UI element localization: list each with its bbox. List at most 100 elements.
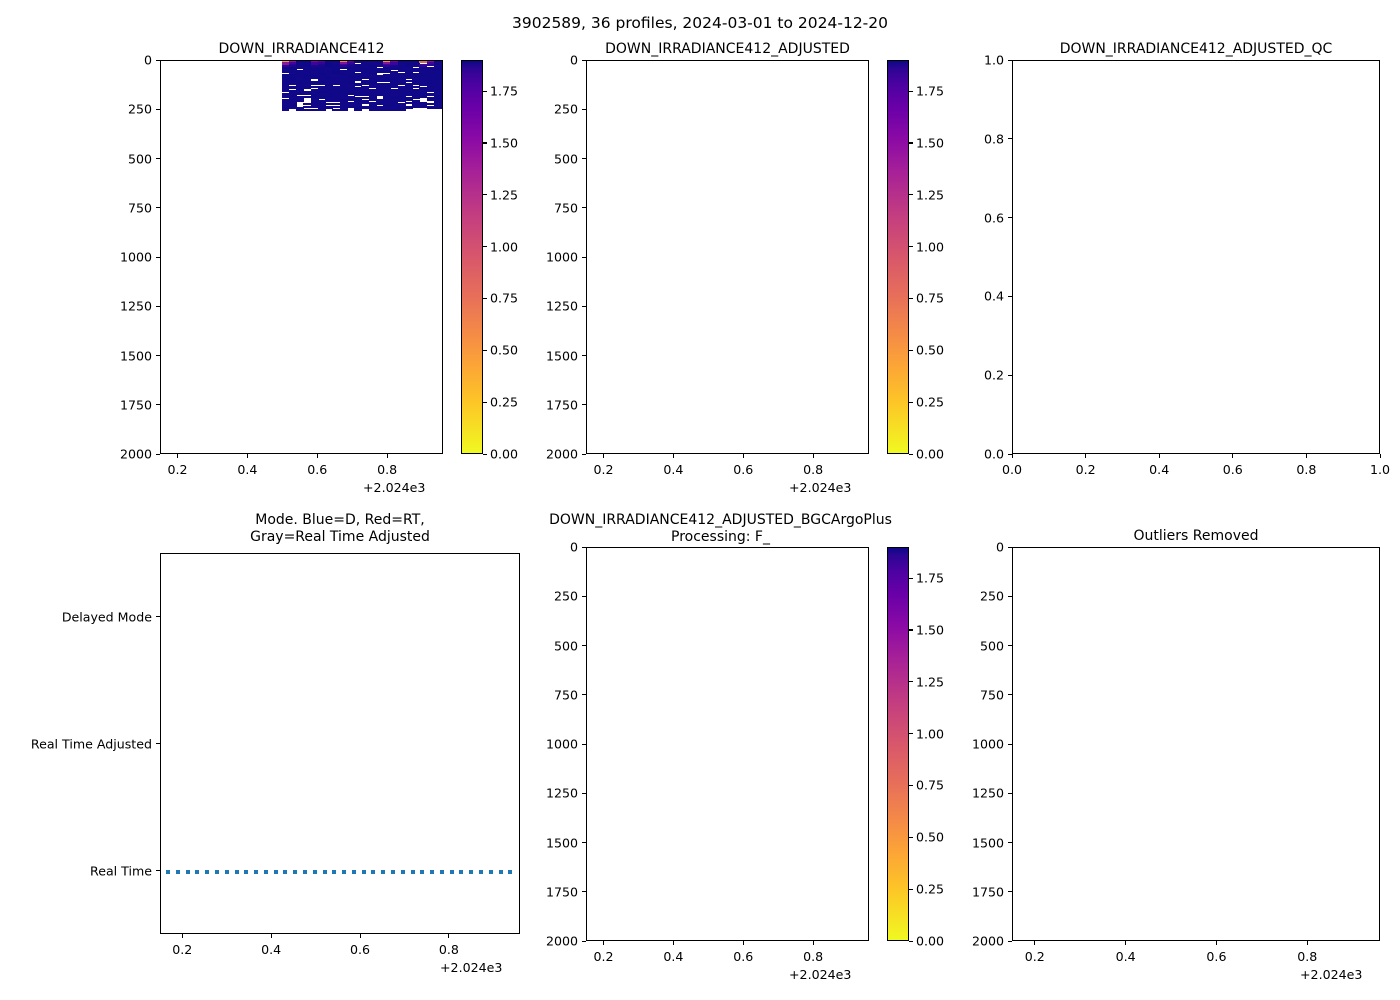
bgcargoplus-ytick <box>582 792 586 794</box>
heatmap-cell <box>296 92 304 95</box>
heatmap-cell <box>346 65 355 68</box>
heatmap-cell <box>390 95 399 98</box>
heatmap-cell <box>339 103 348 106</box>
heatmap-cell <box>433 88 442 91</box>
heatmap-cell <box>346 71 355 74</box>
mode-marker <box>185 869 190 874</box>
heatmap-cell <box>317 100 326 103</box>
heatmap-cell <box>426 76 435 80</box>
down-irradiance412-yticklabel: 1250 <box>119 298 152 314</box>
heatmap-cell <box>426 63 435 67</box>
down-irradiance412-adjusted-yticklabel: 1000 <box>545 249 578 265</box>
down-irradiance412-adjusted-ytick <box>582 108 586 110</box>
heatmap-cell <box>404 71 413 74</box>
heatmap-cell <box>288 81 297 84</box>
heatmap-cell <box>426 98 435 101</box>
heatmap-cell <box>419 79 428 82</box>
colorbar-down-irradiance412-adjusted-tick <box>909 401 913 403</box>
heatmap-cell <box>412 101 421 104</box>
heatmap-cell <box>390 78 399 81</box>
heatmap-cell <box>433 76 442 80</box>
colorbar-down-irradiance412-adjusted-ticklabel: 0.50 <box>916 342 945 358</box>
heatmap-cell <box>383 89 392 93</box>
heatmap-cell <box>375 65 384 68</box>
heatmap-cell <box>397 100 406 103</box>
heatmap-cell <box>354 84 363 87</box>
colorbar-bgcargoplus-ticklabel: 1.25 <box>916 674 945 690</box>
heatmap-cell <box>339 63 348 67</box>
bgcargoplus-xticklabel: 0.4 <box>663 949 684 964</box>
heatmap-cell <box>281 89 290 93</box>
mode-marker <box>400 869 405 874</box>
heatmap-cell <box>426 61 435 64</box>
heatmap-cell <box>383 63 392 67</box>
down-irradiance412-adjusted-qc-yticklabel: 1.0 <box>983 52 1004 68</box>
heatmap-cell <box>317 88 326 91</box>
heatmap-cell <box>296 107 304 110</box>
heatmap-cell <box>368 88 377 91</box>
heatmap-cell <box>317 72 326 75</box>
heatmap-cell <box>310 91 319 94</box>
heatmap-cell <box>433 100 442 103</box>
down-irradiance412-adjusted-qc-yticklabel: 0.0 <box>983 446 1004 462</box>
axes-outliers-removed[interactable] <box>1012 547 1380 941</box>
axes-down-irradiance412[interactable] <box>160 60 443 454</box>
mode-marker <box>263 869 268 874</box>
heatmap-cell <box>397 97 406 100</box>
heatmap-cell <box>361 66 370 69</box>
heatmap-cell <box>354 75 363 78</box>
heatmap-cell <box>412 76 421 80</box>
heatmap-cell <box>310 74 319 77</box>
axes-mode[interactable] <box>160 553 520 934</box>
axes-down-irradiance412-adjusted[interactable] <box>586 60 869 454</box>
colorbar-bgcargoplus-tick <box>909 681 913 683</box>
bgcargoplus-xtick <box>742 941 744 945</box>
heatmap-cell <box>390 98 399 101</box>
heatmap-cell <box>426 74 435 77</box>
figure-suptitle: 3902589, 36 profiles, 2024-03-01 to 2024… <box>512 14 888 32</box>
heatmap-cell <box>419 95 428 98</box>
heatmap-cell <box>303 62 312 65</box>
heatmap-cell <box>412 79 421 82</box>
mode-marker <box>166 869 171 874</box>
outliers-removed-yticklabel: 1250 <box>971 785 1004 801</box>
axes-down-irradiance412-adjusted-qc[interactable] <box>1012 60 1380 454</box>
down-irradiance412-adjusted-qc-xtick <box>1158 454 1160 458</box>
heatmap-cell <box>419 65 428 68</box>
heatmap-cell <box>317 74 326 77</box>
mode-marker <box>508 869 513 874</box>
down-irradiance412-adjusted-qc-xticklabel: 0.8 <box>1296 462 1317 477</box>
heatmap-cell <box>412 74 421 77</box>
heatmap-cell <box>397 75 406 78</box>
heatmap-cell <box>288 94 297 97</box>
down-irradiance412-adjusted-ytick <box>582 355 586 357</box>
heatmap-cell <box>404 74 413 77</box>
heatmap-cell <box>303 105 312 109</box>
heatmap-cell <box>419 74 428 77</box>
heatmap-cell <box>325 71 334 74</box>
heatmap-cell <box>361 79 370 82</box>
heatmap-cell <box>288 95 297 98</box>
heatmap-cell <box>281 108 290 111</box>
colorbar-down-irradiance412-adjusted-tick <box>909 453 913 455</box>
heatmap-cell <box>281 92 290 95</box>
heatmap-cell <box>317 91 326 94</box>
heatmap-cell <box>383 69 392 72</box>
heatmap-cell <box>310 81 319 84</box>
heatmap-cell <box>339 74 348 77</box>
axes-bgcargoplus[interactable] <box>586 547 869 941</box>
outliers-removed-xticklabel: 0.6 <box>1206 949 1227 964</box>
bgcargoplus-xtick <box>672 941 674 945</box>
heatmap-cell <box>361 105 370 109</box>
heatmap-cell <box>433 65 442 68</box>
heatmap-cell <box>325 76 334 80</box>
heatmap-cell <box>419 87 428 90</box>
heatmap-cell <box>332 68 341 71</box>
mode-marker <box>312 869 317 874</box>
heatmap-cell <box>354 68 363 71</box>
bgcargoplus-ytick <box>582 694 586 696</box>
colorbar-down-irradiance412-ticklabel: 1.75 <box>490 83 519 99</box>
heatmap-cell <box>310 69 319 72</box>
heatmap-cell <box>317 95 326 98</box>
heatmap-cell <box>397 91 406 94</box>
